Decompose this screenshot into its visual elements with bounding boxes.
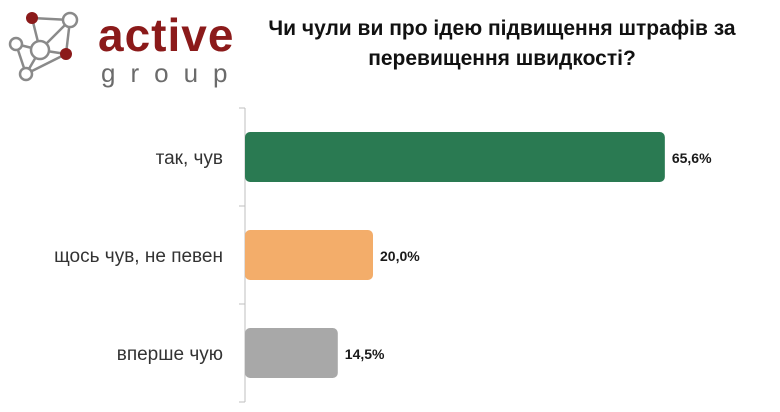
bar — [245, 230, 373, 280]
logo-sub-text: group — [101, 58, 243, 88]
data-label: 14,5% — [345, 346, 385, 362]
bar-chart: так, чув 65,6% щось чув, не певен 20,0% впер… — [54, 107, 712, 403]
bar — [245, 328, 338, 378]
category-label: щось чув, не певен — [54, 246, 223, 267]
category-label: вперше чую — [117, 344, 223, 365]
network-logo-icon — [8, 11, 79, 82]
bar — [245, 132, 665, 182]
active-group-logo: active group — [6, 8, 233, 86]
data-label: 20,0% — [380, 248, 420, 264]
logo-brand-text: active — [98, 9, 235, 61]
data-label: 65,6% — [672, 150, 712, 166]
category-label: так, чув — [156, 148, 223, 169]
chart-title: Чи чули ви про ідею підвищення штрафів з… — [268, 17, 736, 70]
